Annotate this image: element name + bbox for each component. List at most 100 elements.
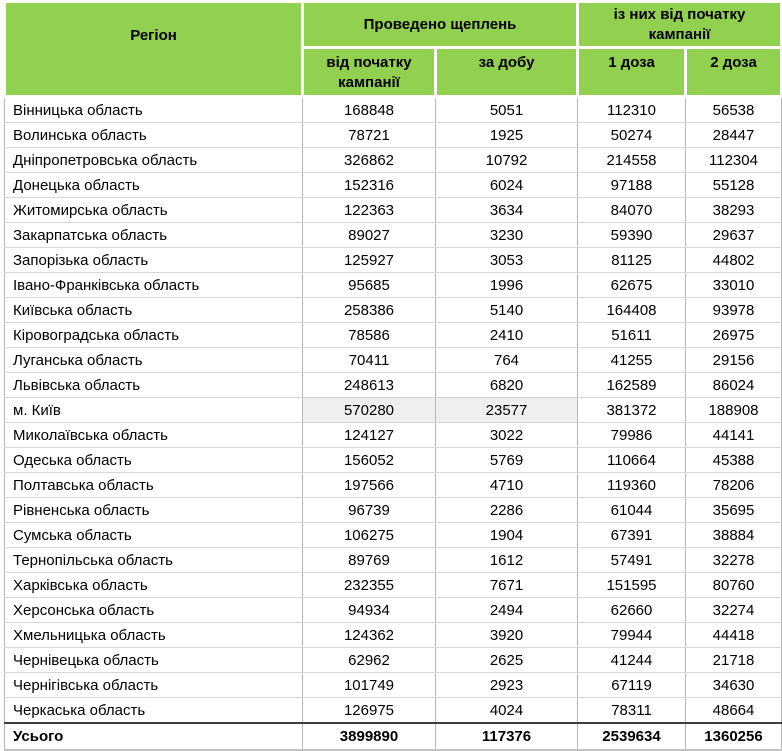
table-row: м. Київ 570280 23577 381372 188908 bbox=[4, 397, 782, 423]
table-row: Львівська область 248613 6820 162589 860… bbox=[4, 372, 782, 398]
value-cell-since-campaign: 122363 bbox=[302, 197, 436, 223]
value-cell-dose-1: 97188 bbox=[577, 172, 686, 198]
table-row: Київська область 258386 5140 164408 9397… bbox=[4, 297, 782, 323]
value-cell-dose-1: 214558 bbox=[577, 147, 686, 173]
value-cell-dose-1: 50274 bbox=[577, 122, 686, 148]
value-cell-per-day: 1996 bbox=[435, 272, 578, 298]
region-cell: Вінницька область bbox=[4, 96, 303, 123]
header-row-groups: Регіон Проведено щеплень із них від поча… bbox=[3, 0, 782, 98]
value-cell-dose-2: 35695 bbox=[685, 497, 782, 523]
value-cell-dose-2: 21718 bbox=[685, 647, 782, 673]
value-cell-per-day: 5051 bbox=[435, 96, 578, 123]
value-cell-since-campaign: 152316 bbox=[302, 172, 436, 198]
header-since-campaign-start-label: від початку кампанії bbox=[326, 54, 412, 91]
value-cell-since-campaign: 89027 bbox=[302, 222, 436, 248]
table-row: Запорізька область 125927 3053 81125 448… bbox=[4, 247, 782, 273]
value-cell-since-campaign: 62962 bbox=[302, 647, 436, 673]
region-cell: Луганська область bbox=[4, 347, 303, 373]
region-cell: Рівненська область bbox=[4, 497, 303, 523]
table-row: Рівненська область 96739 2286 61044 3569… bbox=[4, 497, 782, 523]
table-row: Херсонська область 94934 2494 62660 3227… bbox=[4, 597, 782, 623]
value-cell-dose-1: 79986 bbox=[577, 422, 686, 448]
value-cell-dose-2: 44802 bbox=[685, 247, 782, 273]
value-cell-per-day: 6024 bbox=[435, 172, 578, 198]
value-cell-since-campaign: 168848 bbox=[302, 96, 436, 123]
value-cell-dose-1: 381372 bbox=[577, 397, 686, 423]
value-cell-per-day: 6820 bbox=[435, 372, 578, 398]
value-cell-dose-2: 32274 bbox=[685, 597, 782, 623]
value-cell-per-day: 3920 bbox=[435, 622, 578, 648]
region-cell: Чернівецька область bbox=[4, 647, 303, 673]
value-cell-per-day: 4710 bbox=[435, 472, 578, 498]
value-cell-per-day: 10792 bbox=[435, 147, 578, 173]
header-group-vaccinations-label: Проведено щеплень bbox=[363, 15, 517, 33]
region-cell: Харківська область bbox=[4, 572, 303, 598]
table-row: Дніпропетровська область 326862 10792 21… bbox=[4, 147, 782, 173]
region-cell: Закарпатська область bbox=[4, 222, 303, 248]
value-cell-dose-2: 93978 bbox=[685, 297, 782, 323]
value-cell-dose-1: 59390 bbox=[577, 222, 686, 248]
value-cell-dose-1: 119360 bbox=[577, 472, 686, 498]
table-row: Миколаївська область 124127 3022 79986 4… bbox=[4, 422, 782, 448]
value-cell-dose-2: 78206 bbox=[685, 472, 782, 498]
value-cell-dose-2: 29156 bbox=[685, 347, 782, 373]
value-cell-per-day: 3053 bbox=[435, 247, 578, 273]
value-cell-since-campaign: 570280 bbox=[302, 397, 436, 423]
table-row: Хмельницька область 124362 3920 79944 44… bbox=[4, 622, 782, 648]
value-cell-since-campaign: 326862 bbox=[302, 147, 436, 173]
value-cell-dose-1: 61044 bbox=[577, 497, 686, 523]
region-cell: Волинська область bbox=[4, 122, 303, 148]
table-row: Чернівецька область 62962 2625 41244 217… bbox=[4, 647, 782, 673]
value-cell-dose-2: 33010 bbox=[685, 272, 782, 298]
value-cell-dose-1: 81125 bbox=[577, 247, 686, 273]
value-cell-dose-2: 188908 bbox=[685, 397, 782, 423]
value-cell-dose-2: 38293 bbox=[685, 197, 782, 223]
header-row-subcolumns: від початку кампанії за добу 1 доза 2 до… bbox=[5, 46, 782, 98]
value-cell-dose-1: 112310 bbox=[577, 96, 686, 123]
value-cell-per-day: 1612 bbox=[435, 547, 578, 573]
region-cell: Полтавська область bbox=[4, 472, 303, 498]
value-cell-per-day: 7671 bbox=[435, 572, 578, 598]
value-cell-per-day: 5769 bbox=[435, 447, 578, 473]
region-cell: Львівська область bbox=[4, 372, 303, 398]
table-row: Луганська область 70411 764 41255 29156 bbox=[4, 347, 782, 373]
value-cell-since-campaign: 106275 bbox=[302, 522, 436, 548]
value-cell-dose-2: 44141 bbox=[685, 422, 782, 448]
header-group-campaign: із них від початку кампанії bbox=[576, 0, 782, 49]
value-cell-per-day: 1925 bbox=[435, 122, 578, 148]
value-cell-per-day: 4024 bbox=[435, 697, 578, 724]
value-cell-dose-1: 51611 bbox=[577, 322, 686, 348]
table-row: Волинська область 78721 1925 50274 28447 bbox=[4, 122, 782, 148]
value-cell-since-campaign: 232355 bbox=[302, 572, 436, 598]
value-cell-dose-1: 110664 bbox=[577, 447, 686, 473]
value-cell-dose-1: 62675 bbox=[577, 272, 686, 298]
region-cell: м. Київ bbox=[4, 397, 303, 423]
value-cell-dose-1: 164408 bbox=[577, 297, 686, 323]
value-cell-since-campaign: 70411 bbox=[302, 347, 436, 373]
value-cell-dose-2: 56538 bbox=[685, 96, 782, 123]
header-since-campaign-start: від початку кампанії bbox=[301, 46, 437, 98]
table-row: Кіровоградська область 78586 2410 51611 … bbox=[4, 322, 782, 348]
region-cell: Кіровоградська область bbox=[4, 322, 303, 348]
value-cell-since-campaign: 89769 bbox=[302, 547, 436, 573]
value-cell-per-day: 23577 bbox=[435, 397, 578, 423]
value-cell-since-campaign: 78721 bbox=[302, 122, 436, 148]
value-cell-dose-2: 28447 bbox=[685, 122, 782, 148]
value-cell-per-day: 2923 bbox=[435, 672, 578, 698]
header-group-campaign-label: із них від початку кампанії bbox=[613, 6, 746, 43]
table-row: Черкаська область 126975 4024 78311 4866… bbox=[4, 697, 782, 724]
header-region: Регіон bbox=[3, 0, 304, 98]
region-cell: Дніпропетровська область bbox=[4, 147, 303, 173]
value-cell-dose-1: 67391 bbox=[577, 522, 686, 548]
value-cell-dose-2: 38884 bbox=[685, 522, 782, 548]
table-body: Вінницька область 168848 5051 112310 565… bbox=[4, 96, 782, 724]
region-cell: Одеська область bbox=[4, 447, 303, 473]
value-cell-since-campaign: 124362 bbox=[302, 622, 436, 648]
vaccination-table: Регіон Проведено щеплень із них від поча… bbox=[3, 0, 782, 751]
region-cell: Черкаська область bbox=[4, 697, 303, 724]
region-cell: Чернігівська область bbox=[4, 672, 303, 698]
table-row: Чернігівська область 101749 2923 67119 3… bbox=[4, 672, 782, 698]
region-cell: Донецька область bbox=[4, 172, 303, 198]
region-cell: Івано-Франківська область bbox=[4, 272, 303, 298]
value-cell-dose-1: 41244 bbox=[577, 647, 686, 673]
